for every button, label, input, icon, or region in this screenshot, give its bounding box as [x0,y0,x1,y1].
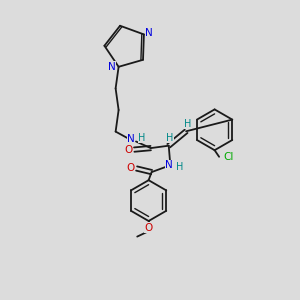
Text: N: N [127,134,135,144]
Text: H: H [138,133,146,142]
Text: N: N [108,62,116,72]
Text: O: O [124,145,132,154]
Text: N: N [146,28,153,38]
Text: N: N [165,160,173,170]
Text: Cl: Cl [224,152,234,162]
Text: O: O [127,164,135,173]
Text: H: H [176,162,184,172]
Text: O: O [145,223,153,232]
Text: H: H [184,119,191,129]
Text: H: H [166,133,174,143]
